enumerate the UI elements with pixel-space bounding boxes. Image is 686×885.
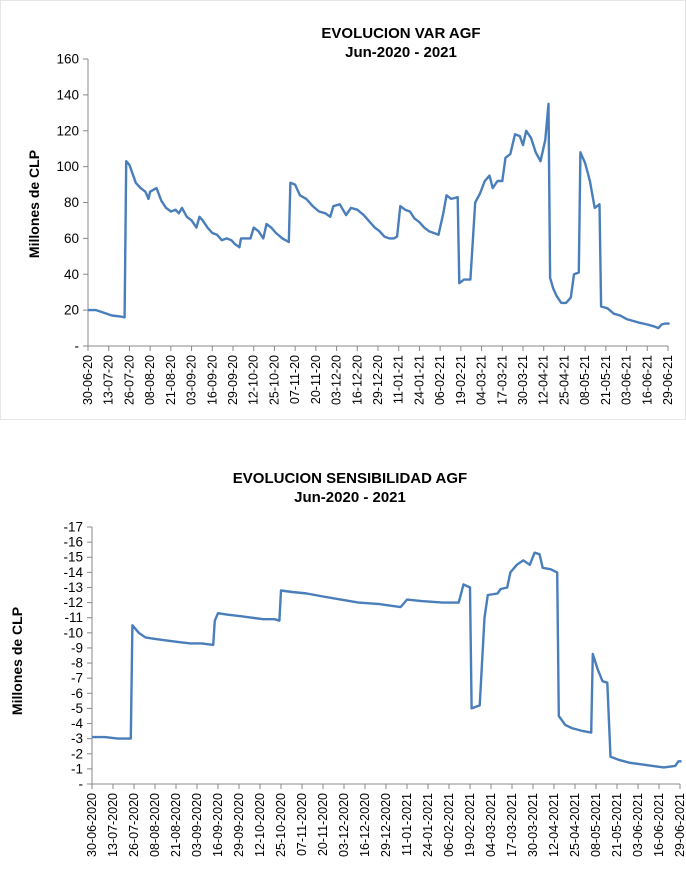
x-tick-label: 30-06-2020 <box>85 793 99 857</box>
y-axis-label: Millones de CLP <box>26 150 42 258</box>
chart-title: EVOLUCION SENSIBILIDAD AGF <box>233 470 467 487</box>
y-tick-label: - <box>75 339 80 354</box>
x-tick-label: 30-03-21 <box>516 355 530 405</box>
x-tick-label: 03-09-20 <box>185 355 199 405</box>
x-tick-label: 29-06-2021 <box>673 793 686 857</box>
x-tick-label: 24-01-2021 <box>421 793 435 857</box>
y-tick-label: -1 <box>71 761 83 776</box>
y-tick-label: -5 <box>71 701 83 716</box>
x-tick-label: 08-08-20 <box>143 355 157 405</box>
x-tick-label: 19-02-21 <box>454 355 468 405</box>
var-chart-marks: - 20 40 60 80 100 120 140 160 30-06-20 13-07-20 26-… <box>56 52 675 406</box>
x-tick-label: 17-03-2021 <box>505 793 519 857</box>
x-tick-label: 04-03-21 <box>475 355 489 405</box>
y-tick-label: 80 <box>64 195 79 210</box>
y-tick-label: -7 <box>71 671 83 686</box>
y-tick-label: 20 <box>64 303 79 318</box>
y-tick-label: -9 <box>71 640 83 655</box>
x-tick-label: 13-07-2020 <box>106 793 120 857</box>
y-tick-label: -10 <box>63 625 83 640</box>
series-line <box>88 102 670 330</box>
x-tick-label: 04-03-2021 <box>484 793 498 857</box>
x-tick-label: 07-11-2020 <box>295 793 309 856</box>
x-tick-label: 26-07-2020 <box>127 793 141 857</box>
x-tick-label: 16-09-2020 <box>211 793 225 857</box>
y-tick-label: -6 <box>71 686 83 701</box>
x-tick-label: 29-06-21 <box>661 355 675 405</box>
x-tick-label: 21-08-2020 <box>169 793 183 857</box>
x-tick-label: 26-07-20 <box>122 355 136 405</box>
x-tick-label: 17-03-21 <box>495 355 509 405</box>
x-tick-label: 21-08-20 <box>164 355 178 405</box>
sensitivity-chart-panel: EVOLUCION SENSIBILIDAD AGF Jun-2020 - 20… <box>0 458 686 880</box>
x-tick-label: 12-10-2020 <box>253 793 267 857</box>
y-tick-label: -15 <box>63 550 83 565</box>
var-chart: EVOLUCION VAR AGF Jun-2020 - 2021 Millon… <box>26 25 675 406</box>
x-tick-label: 25-10-2020 <box>274 793 288 857</box>
y-tick-label: -16 <box>63 535 83 550</box>
sensitivity-chart: EVOLUCION SENSIBILIDAD AGF Jun-2020 - 20… <box>9 470 686 857</box>
x-tick-label: 03-12-20 <box>330 355 344 405</box>
x-tick-label: 08-05-21 <box>578 355 592 405</box>
x-tick-label: 07-11-20 <box>288 355 302 404</box>
x-tick-label: 03-06-21 <box>620 355 634 405</box>
x-tick-label: 25-04-21 <box>557 355 571 405</box>
y-tick-label: 60 <box>64 231 79 246</box>
x-tick-label: 29-09-20 <box>226 355 240 405</box>
x-tick-label: 29-12-20 <box>371 355 385 405</box>
x-tick-label: 20-11-2020 <box>316 793 330 856</box>
x-tick-label: 12-04-21 <box>537 355 551 405</box>
x-tick-label: 06-02-2021 <box>442 793 456 857</box>
x-tick-label: 29-09-2020 <box>232 793 246 857</box>
x-tick-label: 12-04-2021 <box>547 793 561 857</box>
y-tick-label: -17 <box>63 520 83 535</box>
y-tick-label: 160 <box>56 52 79 67</box>
series-line <box>92 551 682 769</box>
x-tick-label: 13-07-20 <box>102 355 116 405</box>
chart-subtitle: Jun-2020 - 2021 <box>345 44 457 61</box>
x-tick-label: 16-06-2021 <box>652 793 666 857</box>
x-tick-label: 11-01-2021 <box>400 793 414 856</box>
y-tick-label: -12 <box>63 595 83 610</box>
y-tick-label: -4 <box>71 716 83 731</box>
x-tick-label: 30-03-2021 <box>526 793 540 857</box>
var-chart-panel: EVOLUCION VAR AGF Jun-2020 - 2021 Millon… <box>0 0 686 420</box>
x-tick-label: 06-02-21 <box>433 355 447 405</box>
x-tick-label: 03-12-2020 <box>337 793 351 857</box>
x-tick-label: 08-08-2020 <box>148 793 162 857</box>
x-tick-label: 08-05-2021 <box>589 793 603 857</box>
y-tick-label: -2 <box>71 746 83 761</box>
y-tick-label: -14 <box>63 565 83 580</box>
x-tick-label: 25-04-2021 <box>568 793 582 857</box>
x-tick-label: 03-09-2020 <box>190 793 204 857</box>
x-tick-label: 16-06-21 <box>640 355 654 405</box>
y-tick-label: -11 <box>64 610 83 625</box>
y-tick-label: 100 <box>56 159 79 174</box>
x-tick-label: 21-05-2021 <box>610 793 624 857</box>
x-tick-label: 20-11-20 <box>309 355 323 404</box>
y-tick-label: 140 <box>56 87 79 102</box>
x-tick-label: 30-06-20 <box>81 355 95 405</box>
x-tick-label: 29-12-2020 <box>379 793 393 857</box>
x-tick-label: 11-01-21 <box>392 355 406 404</box>
x-tick-label: 25-10-20 <box>267 355 281 405</box>
y-tick-label: 120 <box>56 123 79 138</box>
x-tick-label: 03-06-2021 <box>631 793 645 857</box>
x-tick-label: 16-12-20 <box>350 355 364 405</box>
chart-title: EVOLUCION VAR AGF <box>321 25 480 42</box>
x-tick-label: 16-09-20 <box>205 355 219 405</box>
x-tick-label: 21-05-21 <box>599 355 613 405</box>
x-tick-label: 24-01-21 <box>412 355 426 405</box>
x-tick-label: 19-02-2021 <box>463 793 477 857</box>
y-tick-label: - <box>79 777 84 792</box>
chart-subtitle: Jun-2020 - 2021 <box>294 489 406 506</box>
y-tick-label: -13 <box>63 580 83 595</box>
y-tick-label: 40 <box>64 267 79 282</box>
y-tick-label: -8 <box>71 656 83 671</box>
x-tick-label: 12-10-20 <box>247 355 261 405</box>
sensitivity-chart-marks: --1-2-3-4-5-6-7-8-9-10-11-12-13-14-15-16… <box>63 520 686 857</box>
y-axis-label: Millones de CLP <box>9 607 25 715</box>
x-tick-label: 16-12-2020 <box>358 793 372 857</box>
y-tick-label: -3 <box>71 731 83 746</box>
